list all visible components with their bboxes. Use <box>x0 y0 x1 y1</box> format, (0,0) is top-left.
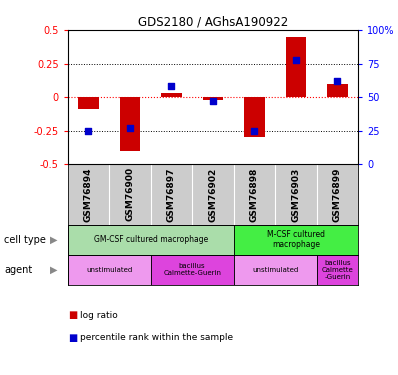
Bar <box>327 84 348 97</box>
Text: GSM76894: GSM76894 <box>84 167 93 222</box>
Text: GSM76897: GSM76897 <box>167 167 176 222</box>
Bar <box>285 37 306 97</box>
Bar <box>234 255 317 285</box>
Text: cell type: cell type <box>4 235 46 245</box>
Text: agent: agent <box>4 265 32 275</box>
Point <box>334 78 341 84</box>
Bar <box>317 255 358 285</box>
Point <box>168 83 175 89</box>
Text: GSM76903: GSM76903 <box>291 167 300 222</box>
Text: ▶: ▶ <box>50 265 57 275</box>
Point <box>251 128 258 134</box>
Text: percentile rank within the sample: percentile rank within the sample <box>80 333 233 342</box>
Bar <box>244 97 265 137</box>
Bar <box>68 255 151 285</box>
Bar <box>161 93 182 97</box>
Point <box>85 128 92 134</box>
Text: unstimulated: unstimulated <box>86 267 132 273</box>
Bar <box>151 255 234 285</box>
Text: ■: ■ <box>68 333 77 342</box>
Text: ▶: ▶ <box>50 235 57 245</box>
Title: GDS2180 / AGhsA190922: GDS2180 / AGhsA190922 <box>138 16 288 29</box>
Point <box>127 125 133 131</box>
Text: unstimulated: unstimulated <box>252 267 298 273</box>
Point <box>293 57 299 63</box>
Text: bacillus
Calmette-Guerin: bacillus Calmette-Guerin <box>163 263 221 276</box>
Text: GSM76898: GSM76898 <box>250 167 259 222</box>
Bar <box>234 225 358 255</box>
Text: M-CSF cultured
macrophage: M-CSF cultured macrophage <box>267 230 325 249</box>
Bar <box>203 97 223 100</box>
Text: GM-CSF cultured macrophage: GM-CSF cultured macrophage <box>94 235 208 244</box>
Bar <box>68 225 234 255</box>
Text: log ratio: log ratio <box>80 310 117 320</box>
Point <box>210 98 216 104</box>
Text: bacillus
Calmette
-Guerin: bacillus Calmette -Guerin <box>322 260 353 280</box>
Text: GSM76900: GSM76900 <box>125 167 135 222</box>
Text: GSM76902: GSM76902 <box>209 167 217 222</box>
Bar <box>119 97 140 151</box>
Text: GSM76899: GSM76899 <box>333 167 342 222</box>
Bar <box>78 97 99 109</box>
Text: ■: ■ <box>68 310 77 320</box>
